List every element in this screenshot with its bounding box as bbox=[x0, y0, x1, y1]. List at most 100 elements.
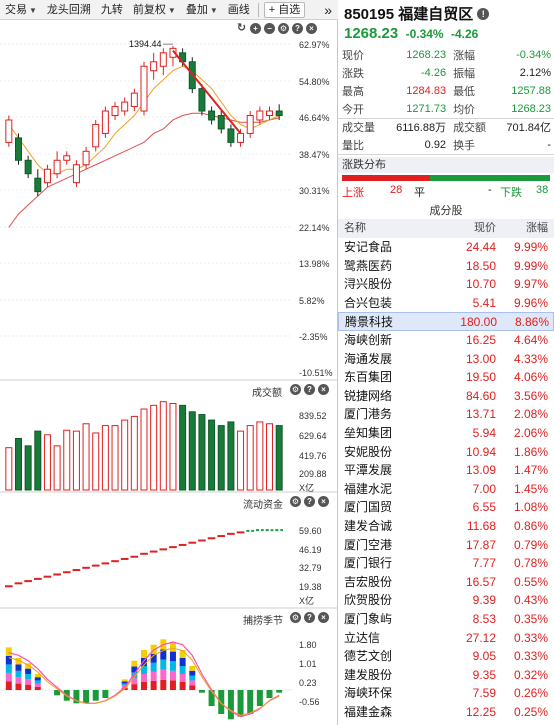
component-name: 福建水泥 bbox=[344, 481, 393, 496]
component-row[interactable]: 海通发展 13.00 4.33% bbox=[338, 350, 554, 368]
plus-icon[interactable]: + bbox=[250, 23, 261, 34]
toolbar-adjust-menu[interactable]: 前复权 ▼ bbox=[132, 3, 176, 16]
component-row[interactable]: 建发股份 9.35 0.32% bbox=[338, 666, 554, 684]
season-bar-segment bbox=[5, 681, 12, 690]
component-row[interactable]: 厦门银行 7.77 0.78% bbox=[338, 554, 554, 572]
season-bar-segment bbox=[150, 653, 157, 663]
quote-row: 最高 1284.83 最低 1257.88 bbox=[338, 82, 554, 100]
component-row[interactable]: 海峡环保 7.59 0.26% bbox=[338, 684, 554, 702]
col-pct-header[interactable]: 涨幅 bbox=[526, 222, 548, 234]
component-price: 13.71 bbox=[465, 407, 496, 422]
close-icon[interactable]: × bbox=[318, 612, 329, 623]
add-favorite-button[interactable]: + 自选 bbox=[263, 1, 306, 18]
season-y-tick: 1.80 bbox=[299, 640, 317, 650]
info-icon[interactable]: ! bbox=[477, 8, 490, 20]
component-row[interactable]: 东百集团 19.50 4.06% bbox=[338, 368, 554, 386]
volume-bar bbox=[246, 425, 254, 491]
season-bar-segment bbox=[121, 679, 128, 682]
component-change: 0.32% bbox=[513, 667, 548, 682]
component-row[interactable]: 欣贺股份 9.39 0.43% bbox=[338, 591, 554, 609]
component-row[interactable]: 合兴包装 5.41 9.96% bbox=[338, 294, 554, 312]
component-row[interactable]: 安妮股份 10.94 1.86% bbox=[338, 443, 554, 461]
component-price: 16.57 bbox=[465, 574, 496, 589]
component-row[interactable]: 福建水泥 7.00 1.45% bbox=[338, 480, 554, 498]
component-change: 1.86% bbox=[513, 444, 548, 459]
component-row[interactable]: 建发合诚 11.68 0.86% bbox=[338, 517, 554, 535]
flow-panel-title: 流动资金 bbox=[243, 500, 283, 511]
volume-bar bbox=[266, 423, 274, 491]
season-bar-segment bbox=[189, 685, 196, 690]
candle-body bbox=[43, 168, 51, 184]
component-row[interactable]: 吉宏股份 16.57 0.55% bbox=[338, 573, 554, 591]
volume-bar bbox=[53, 445, 61, 491]
components-header: 名称 现价 涨幅 bbox=[338, 219, 554, 238]
season-bar bbox=[54, 690, 61, 696]
season-bar-segment bbox=[169, 680, 176, 690]
component-row[interactable]: 立达信 27.12 0.33% bbox=[338, 629, 554, 647]
toolbar-overlay-menu[interactable]: 叠加 ▼ bbox=[185, 3, 218, 16]
quote-key: 涨幅 bbox=[453, 50, 476, 62]
component-row[interactable]: 厦门港务 13.71 2.08% bbox=[338, 405, 554, 423]
volume-bar bbox=[92, 432, 100, 491]
season-bar-segment bbox=[131, 666, 138, 673]
quote-key: 最高 bbox=[342, 86, 364, 98]
component-price: 10.70 bbox=[465, 277, 496, 292]
main-y-tick: 54.80% bbox=[299, 77, 330, 87]
season-y-tick: -0.56 bbox=[299, 697, 320, 707]
quote-value: 701.84亿 bbox=[506, 122, 551, 135]
component-row[interactable]: 腾景科技 180.00 8.86% bbox=[338, 312, 554, 331]
component-row[interactable]: 锐捷网络 84.60 3.56% bbox=[338, 387, 554, 405]
volume-bar bbox=[24, 445, 32, 491]
component-row[interactable]: 厦门空港 17.87 0.79% bbox=[338, 536, 554, 554]
component-row[interactable]: 垒知集团 5.94 2.06% bbox=[338, 424, 554, 442]
toolbar-draw-line[interactable]: 画线 bbox=[227, 3, 250, 16]
refresh-icon[interactable]: ↻ bbox=[236, 22, 247, 34]
component-price: 17.87 bbox=[465, 537, 496, 552]
gear-icon[interactable]: ⚙ bbox=[290, 496, 301, 507]
toolbar-nine-turn[interactable]: 九转 bbox=[100, 3, 123, 16]
help-icon[interactable]: ? bbox=[304, 384, 315, 395]
component-row[interactable]: 德艺文创 9.05 0.33% bbox=[338, 647, 554, 665]
minus-icon[interactable]: − bbox=[264, 23, 275, 34]
component-row[interactable]: 海峡创新 16.25 4.64% bbox=[338, 331, 554, 349]
col-price-header[interactable]: 现价 bbox=[474, 222, 496, 234]
help-icon[interactable]: ? bbox=[292, 23, 303, 34]
col-name-header[interactable]: 名称 bbox=[344, 222, 366, 234]
gear-icon[interactable]: ⚙ bbox=[290, 384, 301, 395]
distribution-counts: 上涨 28 平 - 下跌 38 bbox=[338, 183, 554, 199]
help-icon[interactable]: ? bbox=[304, 612, 315, 623]
candle-body bbox=[227, 128, 235, 143]
toolbar-more-button[interactable]: » bbox=[324, 1, 332, 18]
component-change: 3.56% bbox=[513, 388, 548, 403]
candle-body bbox=[266, 110, 274, 117]
volume-bar bbox=[275, 425, 283, 491]
chart-area[interactable]: 交易 ▼ 龙头回溯 九转 前复权 ▼ 叠加 ▼ 画线 + 自选 » ↻ + − ⚙ ?… bbox=[0, 0, 338, 725]
component-row[interactable]: 厦门象屿 8.53 0.35% bbox=[338, 610, 554, 628]
component-row[interactable]: 厦门国贸 6.55 1.08% bbox=[338, 498, 554, 516]
help-icon[interactable]: ? bbox=[304, 496, 315, 507]
component-row[interactable]: 平潭发展 13.09 1.47% bbox=[338, 461, 554, 479]
season-bar-segment bbox=[34, 674, 41, 678]
season-bar-segment bbox=[5, 655, 12, 665]
season-bar-segment bbox=[150, 662, 157, 672]
candle-body bbox=[159, 52, 167, 67]
gear-icon[interactable]: ⚙ bbox=[278, 23, 289, 34]
component-name: 厦门港务 bbox=[344, 407, 393, 422]
component-row[interactable]: 安记食品 24.44 9.99% bbox=[338, 238, 554, 256]
close-icon[interactable]: × bbox=[306, 23, 317, 34]
toolbar-trade-menu[interactable]: 交易 ▼ bbox=[5, 3, 37, 16]
component-row[interactable]: 福建金森 12.25 0.25% bbox=[338, 703, 554, 721]
season-bar-segment bbox=[179, 674, 186, 682]
volume-bar bbox=[121, 419, 129, 491]
component-row[interactable]: 浔兴股份 10.70 9.97% bbox=[338, 275, 554, 293]
component-change: 0.78% bbox=[513, 556, 548, 571]
component-price: 7.77 bbox=[472, 556, 496, 571]
distribution-title: 涨跌分布 bbox=[338, 157, 554, 173]
gear-icon[interactable]: ⚙ bbox=[290, 612, 301, 623]
close-icon[interactable]: × bbox=[318, 496, 329, 507]
component-change: 0.25% bbox=[513, 705, 548, 719]
component-row[interactable]: 鹭燕医药 18.50 9.99% bbox=[338, 257, 554, 275]
toolbar-leader-review[interactable]: 龙头回溯 bbox=[46, 3, 91, 16]
close-icon[interactable]: × bbox=[318, 384, 329, 395]
volume-bar bbox=[14, 437, 22, 491]
